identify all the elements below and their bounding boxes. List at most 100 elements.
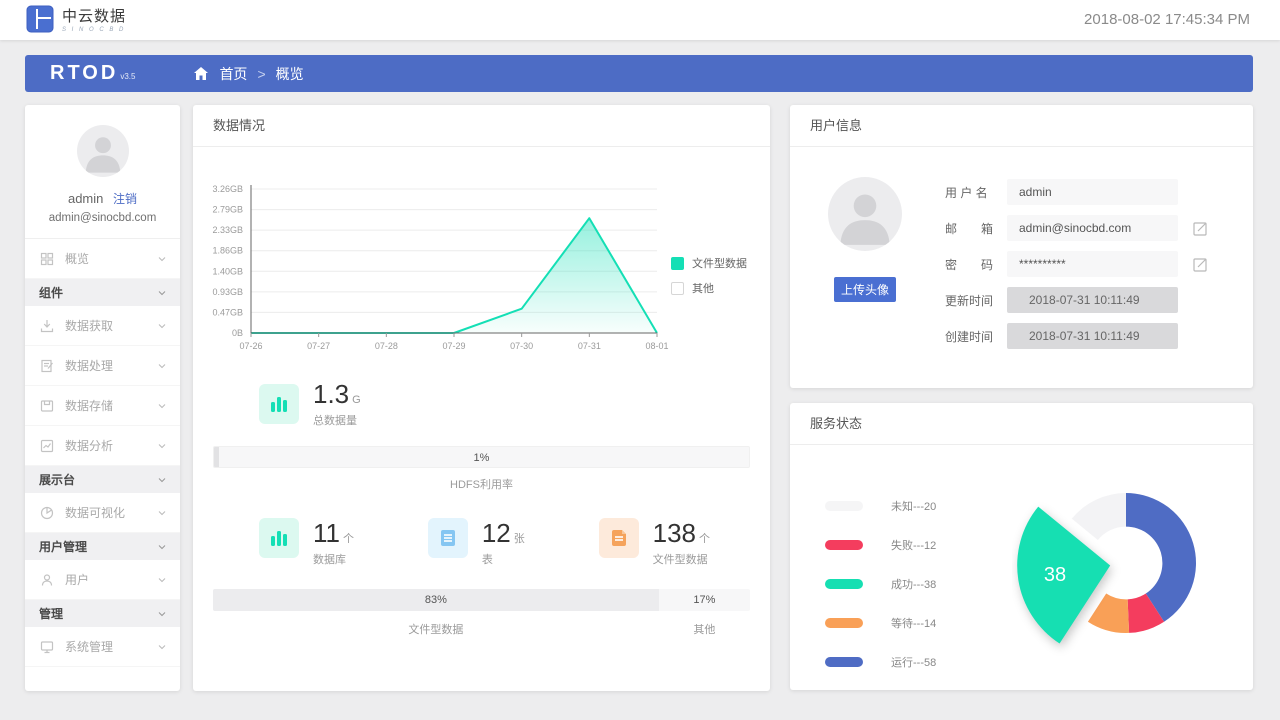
data-trend-chart[interactable]: 0B 0.47GB 0.93GB 1.40GB 1.86GB 2.33GB 2.79GB 3.… xyxy=(199,175,669,363)
sidebar-item-label: 数据获取 xyxy=(65,319,114,333)
svg-text:07-29: 07-29 xyxy=(442,341,465,351)
sidebar-item-label: 概览 xyxy=(65,252,90,266)
sidebar-username: admin xyxy=(67,191,104,206)
database-count: 11 xyxy=(313,518,340,548)
top-header: 中云数据 S I N O C B D 2018-08-02 17:45:34 P… xyxy=(0,0,1280,40)
total-data-label: 总数据量 xyxy=(313,415,357,427)
counter-row: 11 个 数据库 12 张 表 xyxy=(259,518,710,567)
legend-item[interactable]: 其他 xyxy=(671,280,747,296)
file-data-count: 138 xyxy=(652,518,696,548)
chevron-down-icon xyxy=(158,363,166,368)
rtod-logo-text: RTOD xyxy=(50,62,119,84)
sidebar-section-user-management[interactable]: 用户管理 xyxy=(25,533,180,560)
password-field[interactable]: ********** xyxy=(1007,251,1178,277)
monitor-icon xyxy=(40,640,54,653)
svg-text:08-01: 08-01 xyxy=(645,341,668,351)
sidebar-item-data-visualization[interactable]: 数据可视化 xyxy=(25,493,180,533)
ratio-left: 83% xyxy=(213,589,659,611)
data-panel-title: 数据情况 xyxy=(193,105,770,147)
sidebar-section-label: 展示台 xyxy=(39,473,76,487)
sidebar-item-label: 用户 xyxy=(65,573,90,587)
created-time-label: 创建时间 xyxy=(945,329,994,344)
service-legend-swatch xyxy=(825,618,863,628)
chevron-down-icon xyxy=(158,477,166,482)
sidebar-section-management[interactable]: 管理 xyxy=(25,600,180,627)
sidebar-item-data-acquisition[interactable]: 数据获取 xyxy=(25,306,180,346)
sidebar-item-label: 数据处理 xyxy=(65,359,114,373)
sidebar-item-system-management[interactable]: 系统管理 xyxy=(25,627,180,667)
table-count-label: 表 xyxy=(481,554,493,566)
service-legend-swatch xyxy=(825,579,863,589)
service-legend-item[interactable]: 失败---12 xyxy=(825,537,936,553)
sidebar-item-users[interactable]: 用户 xyxy=(25,560,180,600)
password-label: 密 码 xyxy=(945,257,994,272)
hdfs-usage-label: HDFS利用率 xyxy=(450,479,513,491)
total-data-value: 1.3 xyxy=(313,379,350,409)
service-legend-item[interactable]: 等待---14 xyxy=(825,615,936,631)
logout-link[interactable]: 注销 xyxy=(113,192,138,206)
chart-line-icon xyxy=(40,439,54,452)
breadcrumb-bar: RTOD v3.5 首页 > 概览 xyxy=(25,55,1253,92)
rtod-logo: RTOD v3.5 xyxy=(50,62,135,85)
file-data-count-label: 文件型数据 xyxy=(652,554,708,566)
sidebar-section-display[interactable]: 展示台 xyxy=(25,466,180,493)
svg-text:07-26: 07-26 xyxy=(239,341,262,351)
service-status-legend: 未知---20 失败---12 成功---38 等待---14 运行---58 xyxy=(825,498,936,693)
service-status-panel: 服务状态 未知---20 失败---12 成功---38 等待---14 运行---58… xyxy=(790,403,1253,690)
table-count: 12 xyxy=(481,518,511,548)
service-status-donut[interactable]: 38 xyxy=(1012,443,1237,668)
chevron-down-icon xyxy=(158,544,166,549)
chevron-down-icon xyxy=(158,577,166,582)
total-data-unit: G xyxy=(352,394,361,406)
sidebar-user-email: admin@sinocbd.com xyxy=(48,212,157,224)
svg-text:1.86GB: 1.86GB xyxy=(212,246,243,256)
username-field[interactable]: admin xyxy=(1007,179,1178,205)
sidebar-item-label: 数据可视化 xyxy=(65,506,126,520)
document-edit-icon xyxy=(41,359,53,372)
home-icon[interactable] xyxy=(193,66,209,81)
sidebar-item-overview[interactable]: 概览 xyxy=(25,239,180,279)
sidebar-item-data-processing[interactable]: 数据处理 xyxy=(25,346,180,386)
user-icon xyxy=(41,573,53,586)
ratio-right-label: 其他 xyxy=(693,624,716,636)
svg-text:38: 38 xyxy=(1044,564,1066,586)
sidebar-section-components[interactable]: 组件 xyxy=(25,279,180,306)
grid-icon xyxy=(40,252,54,265)
service-legend-item[interactable]: 运行---58 xyxy=(825,654,936,670)
username-row: 用 户 名 admin xyxy=(945,179,1209,205)
service-legend-item[interactable]: 未知---20 xyxy=(825,498,936,514)
ratio-right: 17% xyxy=(658,589,750,611)
sidebar-item-data-analysis[interactable]: 数据分析 xyxy=(25,426,180,466)
service-legend-label: 失败---12 xyxy=(891,540,937,552)
edit-email-icon[interactable] xyxy=(1192,220,1209,237)
data-overview-panel: 数据情况 0B 0.47GB 0.93GB 1.40GB 1.86GB 2.33GB 2.7… xyxy=(193,105,770,691)
pie-chart-icon xyxy=(40,506,54,519)
legend-item[interactable]: 文件型数据 xyxy=(671,255,747,271)
hdfs-usage-block: 1% HDFS利用率 xyxy=(213,446,750,492)
service-legend-swatch xyxy=(825,540,863,550)
sidebar-section-label: 用户管理 xyxy=(39,540,88,554)
svg-text:07-31: 07-31 xyxy=(578,341,601,351)
breadcrumb-current[interactable]: 概览 xyxy=(275,65,304,82)
data-ratio-bar: 83% 17% xyxy=(213,589,750,611)
service-legend-item[interactable]: 成功---38 xyxy=(825,576,936,592)
table-counter: 12 张 表 xyxy=(427,518,525,567)
file-doc-icon xyxy=(598,518,639,558)
legend-swatch xyxy=(671,281,684,295)
breadcrumb-home[interactable]: 首页 xyxy=(219,65,248,82)
email-field[interactable]: admin@sinocbd.com xyxy=(1007,215,1178,241)
file-data-counter: 138 个 文件型数据 xyxy=(598,518,710,567)
data-trend-chart-area: 0B 0.47GB 0.93GB 1.40GB 1.86GB 2.33GB 2.79GB 3.… xyxy=(193,147,770,363)
svg-text:2.79GB: 2.79GB xyxy=(212,205,243,215)
sidebar-item-label: 数据存储 xyxy=(65,399,114,413)
total-data-stat: 1.3 G 总数据量 xyxy=(259,379,770,428)
database-bar-chart-icon xyxy=(259,518,299,558)
created-time-field: 2018-07-31 10:11:49 xyxy=(1007,323,1178,349)
upload-avatar-button[interactable]: 上传头像 xyxy=(834,277,896,302)
sidebar-section-label: 管理 xyxy=(39,607,64,621)
hdfs-usage-bar: 1% xyxy=(213,446,750,468)
sidebar-item-data-storage[interactable]: 数据存储 xyxy=(25,386,180,426)
edit-password-icon[interactable] xyxy=(1192,256,1209,273)
sidebar: admin 注销 admin@sinocbd.com 概览 组件 数据获取 数据… xyxy=(25,105,180,691)
email-label: 邮 箱 xyxy=(945,221,994,236)
